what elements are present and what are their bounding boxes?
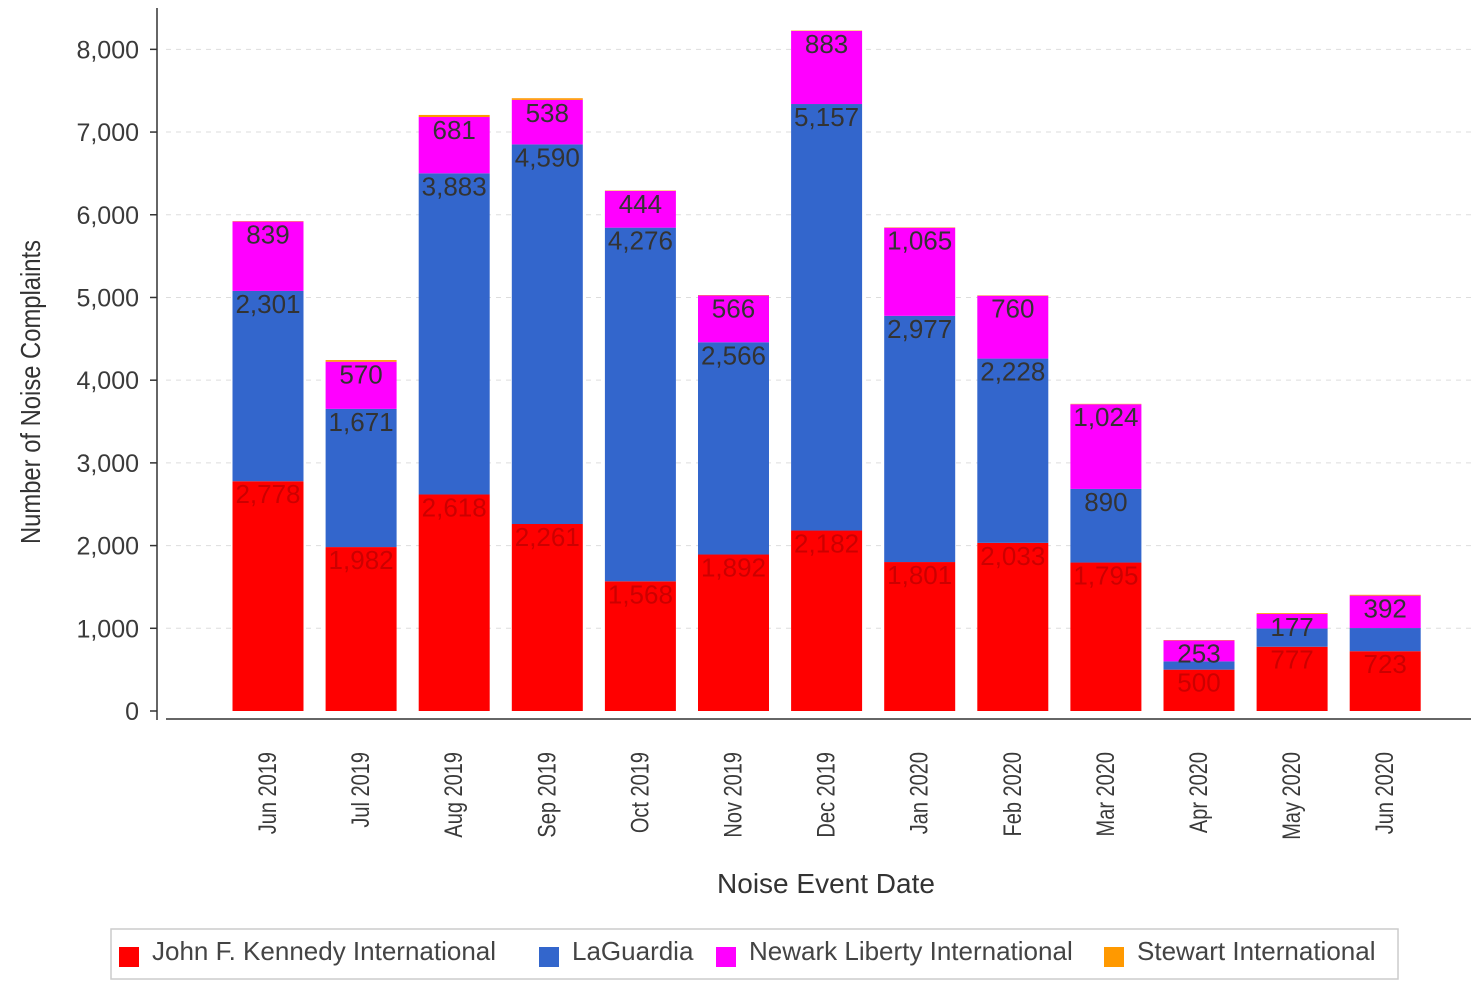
y-tick-label: 4,000: [76, 367, 139, 395]
y-tick-label: 3,000: [76, 450, 139, 478]
x-tick-label: May 2020: [1278, 752, 1306, 840]
data-label: 723: [1364, 649, 1407, 679]
data-label: 392: [1364, 594, 1407, 624]
bar-segment: [791, 104, 862, 531]
y-axis-title: Number of Noise Complaints: [14, 240, 46, 544]
y-tick-label: 0: [125, 698, 139, 726]
data-label: 1,065: [887, 226, 952, 256]
data-label: 4,590: [515, 142, 580, 172]
data-label: 2,977: [887, 314, 952, 344]
data-label: 500: [1177, 668, 1220, 698]
data-label: 1,982: [329, 545, 394, 575]
x-tick-label: Feb 2020: [999, 752, 1027, 836]
data-label: 1,801: [887, 560, 952, 590]
x-tick-label: Jul 2019: [347, 752, 375, 828]
data-label: 2,778: [235, 479, 300, 509]
data-label: 5,157: [794, 102, 859, 132]
y-tick-label: 5,000: [76, 284, 139, 312]
y-axis-ticks: 0 1,000 2,000 3,000 4,000 5,000 6,000 7,000 8,00…: [76, 36, 157, 726]
x-tick-label: Apr 2020: [1185, 752, 1213, 833]
x-tick-label: Dec 2019: [813, 752, 841, 838]
data-label: 839: [246, 220, 289, 250]
x-tick-label: Mar 2020: [1092, 752, 1120, 836]
x-axis-ticks: Jun 2019 Jul 2019 Aug 2019 Sep 2019 Oct 2019…: [254, 752, 1399, 840]
data-label: 2,228: [980, 357, 1045, 387]
y-tick-label: 6,000: [76, 202, 139, 230]
data-label: 1,892: [701, 553, 766, 583]
data-label: 2,566: [701, 340, 766, 370]
legend: John F. Kennedy International LaGuardia Ne…: [111, 929, 1398, 979]
x-tick-label: Jan 2020: [906, 752, 934, 834]
data-label: 760: [991, 294, 1034, 324]
data-label: 2,261: [515, 522, 580, 552]
y-tick-label: 7,000: [76, 119, 139, 147]
bars: [233, 31, 1421, 711]
data-label: 883: [805, 29, 848, 59]
x-axis-title: Noise Event Date: [717, 868, 935, 899]
bar-segment: [233, 481, 304, 711]
bar-segment: [605, 228, 676, 582]
data-label: 444: [619, 189, 662, 219]
y-tick-label: 8,000: [76, 36, 139, 64]
data-label: 2,033: [980, 541, 1045, 571]
data-label: 538: [526, 98, 569, 128]
y-tick-label: 2,000: [76, 533, 139, 561]
y-tick-label: 1,000: [76, 615, 139, 643]
bar-segment: [233, 291, 304, 481]
bar-segment: [698, 342, 769, 554]
legend-swatch: [1104, 947, 1124, 967]
data-label: 570: [339, 360, 382, 390]
legend-label: Newark Liberty International: [749, 936, 1073, 966]
data-label: 3,883: [422, 171, 487, 201]
data-label: 177: [1270, 612, 1313, 642]
bar-segment: [419, 173, 490, 494]
legend-swatch: [539, 947, 559, 967]
data-label: 1,671: [329, 407, 394, 437]
data-label: 2,618: [422, 492, 487, 522]
data-label: 4,276: [608, 226, 673, 256]
legend-label: John F. Kennedy International: [152, 936, 496, 966]
bar-segment: [419, 494, 490, 711]
data-label: 890: [1084, 487, 1127, 517]
x-tick-label: Jun 2020: [1371, 752, 1399, 834]
data-label: 777: [1270, 645, 1313, 675]
data-label: 566: [712, 293, 755, 323]
x-tick-label: Oct 2019: [626, 752, 654, 833]
bar-segment: [884, 316, 955, 562]
legend-swatch: [716, 947, 736, 967]
legend-label: LaGuardia: [572, 936, 694, 966]
bar-segment: [512, 144, 583, 524]
x-tick-label: Sep 2019: [533, 752, 561, 838]
legend-swatch: [119, 947, 139, 967]
bar-segment: [1350, 628, 1421, 651]
data-label: 2,182: [794, 529, 859, 559]
data-label: 1,024: [1073, 402, 1138, 432]
legend-label: Stewart International: [1137, 936, 1375, 966]
data-label: 681: [433, 115, 476, 145]
data-label: 1,568: [608, 579, 673, 609]
data-label: 253: [1177, 638, 1220, 668]
data-label: 2,301: [235, 289, 300, 319]
bar-segment: [512, 524, 583, 711]
data-label: 1,795: [1073, 561, 1138, 591]
x-tick-label: Jun 2019: [254, 752, 282, 834]
x-tick-label: Nov 2019: [719, 752, 747, 838]
x-tick-label: Aug 2019: [440, 752, 468, 838]
